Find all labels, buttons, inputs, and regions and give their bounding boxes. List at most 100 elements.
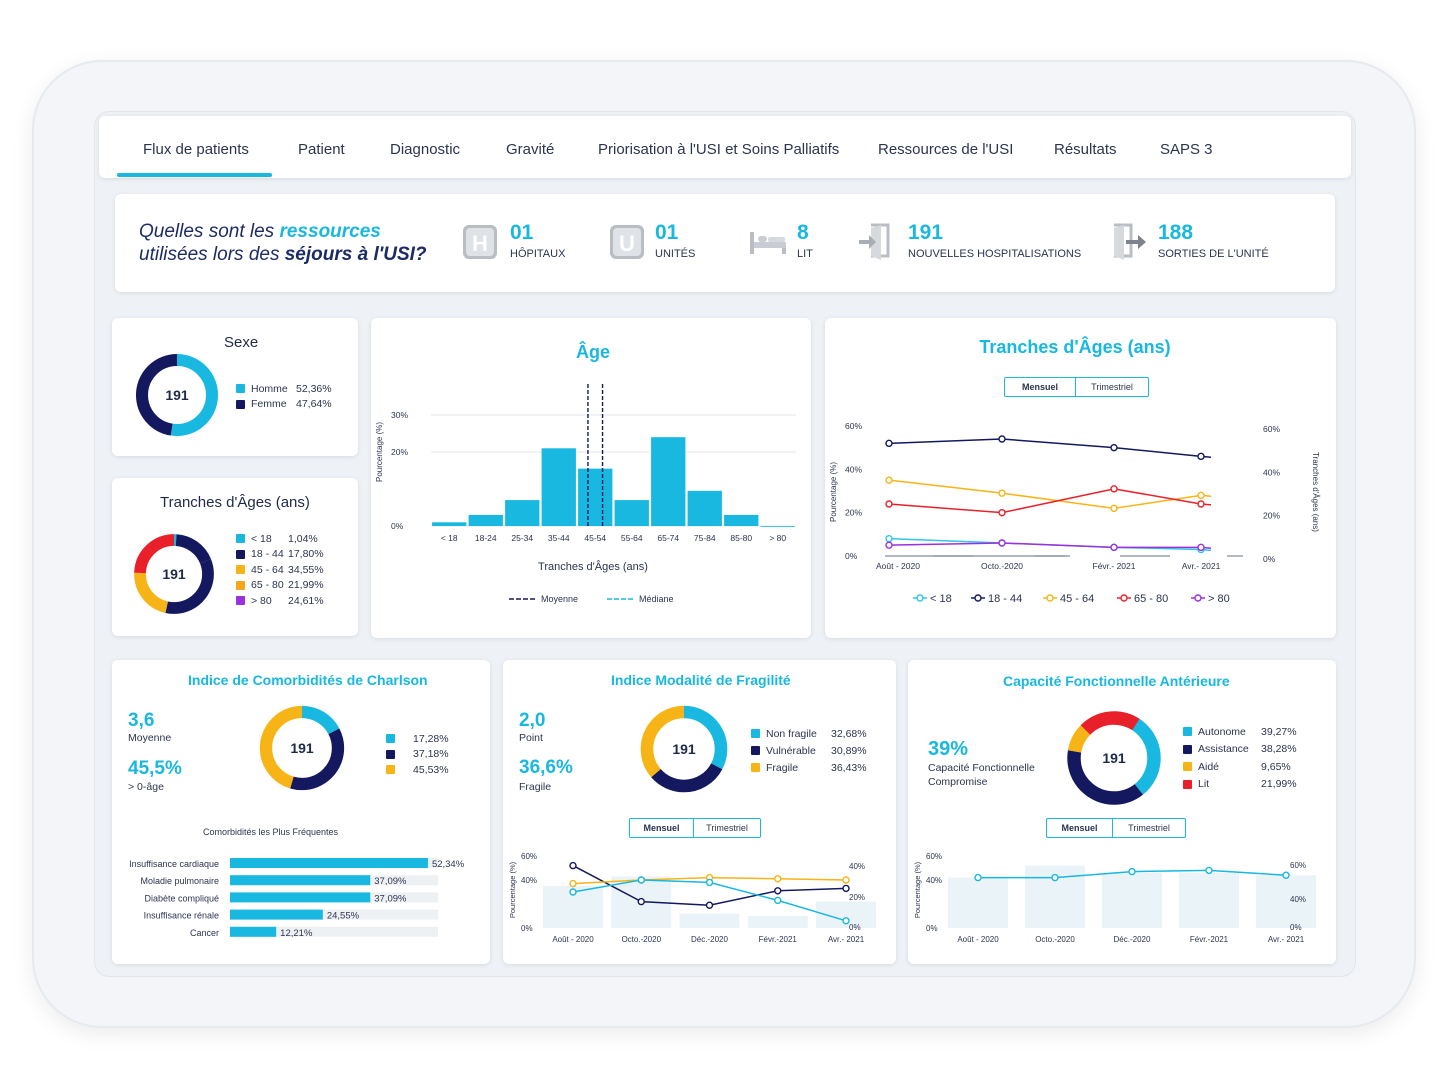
charlson-title: Indice de Comorbidités de Charlson [188, 672, 428, 688]
legend-item: Vulnérable 30,89% [751, 742, 867, 759]
series-line [888, 479, 1212, 510]
tab-gravite[interactable]: Gravité [506, 141, 555, 158]
active-tab-indicator [117, 173, 272, 177]
tab-flux-patients[interactable]: Flux de patients [143, 141, 249, 158]
legend-pct: 34,55% [288, 563, 324, 576]
tab-priorisation[interactable]: Priorisation à l'USI et Soins Palliatifs [598, 141, 840, 158]
bar [230, 926, 277, 937]
legend-label: Homme [251, 382, 288, 395]
tranches-card: Tranches d'Âges (ans) 191 < 18 1,04% 18 -… [112, 478, 358, 636]
toggle-trimestriel[interactable]: Trimestriel [1091, 382, 1133, 392]
x-tick-label: Déc.-2020 [691, 935, 728, 944]
legend-label: Assistance [1198, 743, 1249, 756]
toggle-trimestriel[interactable]: Trimestriel [1128, 823, 1170, 833]
legend-item: Femme 47,64% [236, 397, 332, 413]
fragilite-title: Indice Modalité de Fragilité [611, 672, 791, 688]
background-bar [1256, 875, 1316, 928]
background-bar [747, 916, 808, 928]
x-tick-label: Févr.- 2021 [1093, 561, 1136, 571]
period-toggle: Mensuel Trimestriel [629, 818, 761, 838]
legend-pct: 47,64% [296, 398, 332, 411]
data-point [569, 888, 577, 896]
legend-label: Vulnérable [766, 744, 816, 757]
toggle-mensuel[interactable]: Mensuel [1005, 378, 1076, 396]
histogram-bar [468, 514, 503, 526]
legend-swatch [236, 596, 245, 606]
stat-label: SORTIES DE L'UNITÉ [1158, 248, 1269, 260]
fragilite-pct-value: 36,6% [519, 757, 573, 778]
charlson-legend: 17,28% 37,18% 45,53% [386, 731, 449, 778]
y-tick-label-right: 60% [1290, 861, 1306, 870]
x-tick-label: Août - 2020 [552, 935, 594, 944]
tab-saps3[interactable]: SAPS 3 [1160, 141, 1213, 158]
legend-item: 17,28% [386, 731, 449, 747]
legend-label: < 18 [251, 532, 272, 545]
y-tick-label: 60% [926, 852, 942, 861]
x-tick-label: Déc.-2020 [1114, 935, 1151, 944]
legend-label: 65 - 80 [1134, 593, 1168, 605]
legend-swatch [1183, 744, 1192, 754]
legend-label: > 80 [251, 594, 272, 607]
legend-item: Assistance 38,28% [1183, 741, 1297, 759]
legend-marker [916, 594, 924, 602]
x-tick-label: Avr.- 2021 [1268, 935, 1305, 944]
legend-marker [1194, 594, 1202, 602]
legend-swatch [751, 763, 760, 772]
legend-swatch [751, 746, 760, 755]
legend-pct: 21,99% [288, 579, 324, 592]
toggle-mensuel[interactable]: Mensuel [630, 819, 694, 837]
data-point [998, 539, 1006, 547]
donut-total: 191 [162, 566, 186, 582]
donut-slice [135, 353, 219, 437]
legend-item: 18 - 44 17,80% [236, 547, 324, 563]
bar [230, 858, 428, 868]
legend-item: 45 - 64 34,55% [236, 562, 324, 578]
stat-value: 188 [1158, 221, 1194, 244]
x-tick-label: Août - 2020 [876, 561, 920, 571]
x-tick-label: 25-34 [511, 533, 533, 543]
legend-item: < 18 1,04% [236, 531, 318, 547]
tab-resultats[interactable]: Résultats [1054, 141, 1117, 158]
bar-label: Diabète compliqué [144, 893, 219, 903]
legend-label: Lit [1198, 778, 1210, 791]
fragilite-donut: 191 [640, 705, 728, 793]
donut-slice [640, 705, 728, 793]
sexe-donut: 191 [135, 353, 219, 437]
stat-label: HÔPITAUX [510, 248, 566, 260]
legend-label: 45 - 64 [251, 563, 284, 576]
stat-value: 8 [797, 221, 809, 244]
data-point [1110, 485, 1118, 493]
data-point [1197, 452, 1205, 461]
y-tick-label-right: 0% [849, 923, 861, 932]
tab-diagnostic[interactable]: Diagnostic [390, 141, 461, 158]
toggle-mensuel[interactable]: Mensuel [1047, 819, 1113, 837]
donut-slice [134, 534, 214, 614]
data-point [842, 884, 850, 893]
legend-marker [1046, 594, 1054, 602]
tab-ressources[interactable]: Ressources de l'USI [878, 141, 1014, 158]
bar-track [230, 909, 438, 920]
resources-summary: Quelles sont les ressources utilisées lo… [115, 194, 1335, 292]
capacite-card: Capacité Fonctionnelle Antérieure 39% Ca… [908, 660, 1336, 964]
bar-value: 37,09% [374, 893, 407, 904]
fragilite-pct-label: Fragile [519, 781, 552, 793]
tranches-title: Tranches d'Âges (ans) [160, 494, 310, 511]
comorbidites-bar-chart: Insuffisance cardiaque 52,34% Moladie pulm… [129, 858, 465, 939]
question-highlight: ressources [279, 221, 381, 242]
charlson-card: Indice de Comorbidités de Charlson 3,6 M… [112, 660, 490, 964]
legend-pct: 36,43% [831, 761, 867, 774]
histogram-bar [687, 490, 722, 526]
toggle-trimestriel[interactable]: Trimestriel [706, 823, 748, 833]
y-tick-label-right: 20% [849, 893, 865, 902]
x-tick-label: Avr.- 2021 [828, 935, 865, 944]
donut-slice [1067, 711, 1161, 805]
data-point [974, 873, 982, 882]
tab-patient[interactable]: Patient [298, 141, 345, 158]
data-point [705, 901, 714, 909]
x-tick-label: 85-80 [730, 533, 752, 543]
question-text: Quelles sont les [139, 221, 280, 242]
legend-item: 65 - 80 21,99% [236, 578, 324, 594]
legend-pct: 32,68% [831, 727, 867, 740]
data-point [885, 541, 893, 549]
legend-item: Aidé 9,65% [1183, 758, 1291, 776]
